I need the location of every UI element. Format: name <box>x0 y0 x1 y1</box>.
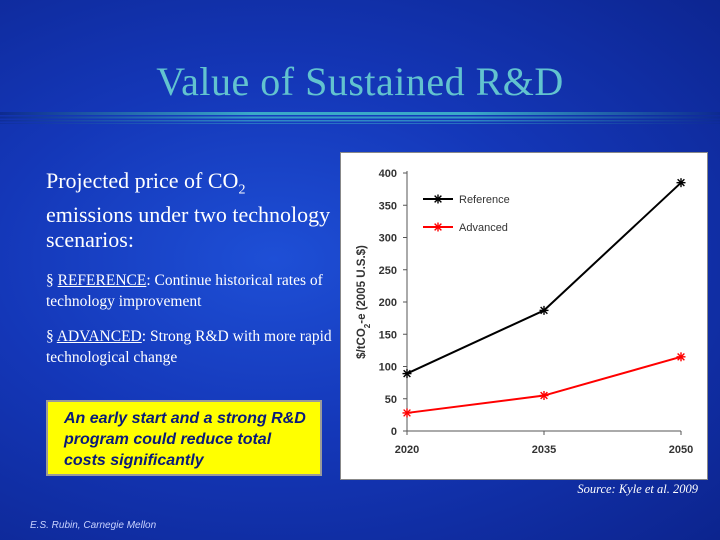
intro-prefix: Projected price of CO <box>46 168 239 193</box>
y-axis-title-suffix: -e (2005 U.S.$) <box>356 245 368 324</box>
legend-label-advanced: Advanced <box>459 222 508 234</box>
data-point-advanced <box>402 408 412 418</box>
data-point-advanced <box>539 391 549 401</box>
y-tick-label: 350 <box>379 200 397 212</box>
bullet-term: REFERENCE <box>57 272 147 289</box>
data-point-reference <box>402 369 412 379</box>
legend-marker-advanced <box>433 222 443 232</box>
intro-suffix: emissions under two technology scenarios… <box>46 202 331 253</box>
x-tick-label: 2050 <box>669 444 693 456</box>
intro-subscript: 2 <box>238 182 246 198</box>
y-tick-label: 400 <box>379 168 397 180</box>
intro-text: Projected price of CO2 emissions under tw… <box>46 168 336 252</box>
y-tick-label: 150 <box>379 329 397 341</box>
title-divider <box>0 112 720 124</box>
callout-box: An early start and a strong R&D program … <box>46 400 322 476</box>
y-tick-label: 0 <box>391 426 397 438</box>
series-line-reference <box>406 181 682 375</box>
data-point-advanced <box>676 352 686 362</box>
bullet-marker: § <box>46 328 54 345</box>
bullet-text: : Strong R&D with more rapid technologic… <box>46 328 332 366</box>
y-tick-label: 250 <box>379 265 397 277</box>
data-point-reference <box>539 305 549 315</box>
legend-label-reference: Reference <box>459 194 510 206</box>
bullet-marker: § <box>46 272 54 289</box>
author-footer: E.S. Rubin, Carnegie Mellon <box>30 520 157 531</box>
y-tick-label: 200 <box>379 297 397 309</box>
x-tick-label: 2035 <box>532 444 556 456</box>
bullet-reference: § REFERENCE: Continue historical rates o… <box>46 270 336 312</box>
line-chart: 0 50 100 150 200 250 300 350 400 2020 2035 2050 $/tC… <box>356 168 693 456</box>
series-line-advanced <box>406 355 682 414</box>
source-citation: Source: Kyle et al. 2009 <box>577 482 698 496</box>
chart-panel: 0 50 100 150 200 250 300 350 400 2020 2035 2050 $/tC… <box>340 152 708 480</box>
y-tick-label: 100 <box>379 362 397 374</box>
y-axis-title-subscript: 2 <box>363 323 372 328</box>
x-tick-label: 2020 <box>395 444 419 456</box>
y-tick-label: 300 <box>379 233 397 245</box>
data-point-reference <box>676 178 686 188</box>
bullet-text: : Continue historical rates of technolog… <box>46 272 323 310</box>
slide-title: Value of Sustained R&D <box>156 59 564 104</box>
bullet-advanced: § ADVANCED: Strong R&D with more rapid t… <box>46 326 336 368</box>
y-tick-label: 50 <box>385 394 397 406</box>
y-axis-title: $/tCO2-e (2005 U.S.$) <box>356 245 372 359</box>
legend-marker-reference <box>433 194 443 204</box>
bullet-term: ADVANCED <box>56 328 142 345</box>
y-axis-title-prefix: $/tCO <box>356 328 368 359</box>
